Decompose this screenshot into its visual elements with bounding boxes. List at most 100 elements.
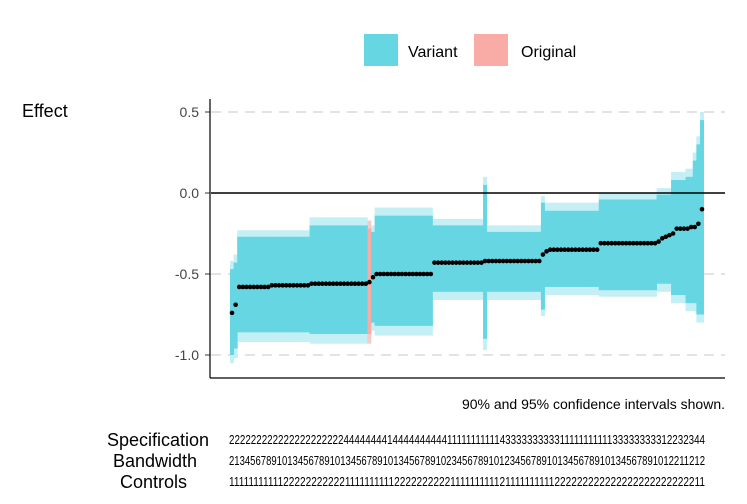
ci90-band-68 [475,225,480,292]
estimate-point-86 [540,252,546,257]
ci90-band-10 [266,236,271,333]
spec-row-values-specification: 2222222222222222222224444444414444444444… [229,432,705,447]
estimate-point-34 [352,281,358,287]
estimate-point-81 [522,258,528,264]
ci90-band-26 [323,225,329,334]
ci90-band-28 [331,225,336,334]
ci90-band-56 [432,225,437,292]
estimate-point-11 [269,283,275,288]
estimate-point-107 [616,240,622,246]
estimate-point-101 [594,247,600,252]
legend-swatch-original [474,34,508,66]
estimate-point-71 [486,258,491,264]
estimate-point-58 [439,260,444,265]
estimate-point-40 [374,271,379,277]
estimate-point-52 [417,271,423,277]
estimate-point-45 [392,271,397,277]
estimate-point-37 [363,281,369,287]
estimate-point-73 [493,258,499,264]
ci90-bands [229,120,705,355]
estimate-point-32 [345,281,350,287]
estimate-point-63 [457,260,463,265]
ci90-band-36 [360,225,365,334]
estimate-point-27 [327,281,332,287]
ci90-band-48 [403,215,408,326]
estimate-point-64 [461,260,466,265]
ci90-band-43 [385,215,390,326]
estimate-point-95 [573,247,578,252]
estimate-point-114 [641,240,647,246]
y-tick-label-1: 0.0 [180,185,200,201]
estimate-point-29 [334,281,340,287]
estimate-point-130 [699,206,705,212]
ci90-band-57 [436,225,441,292]
ci90-band-59 [443,225,448,292]
ci90-band-2 [237,236,242,333]
ci90-band-24 [316,225,321,334]
estimate-point-22 [309,281,314,287]
ci90-band-47 [399,215,404,326]
ci90-band-30 [338,225,343,334]
caption: 90% and 95% confidence intervals shown. [462,396,725,412]
estimate-point-24 [316,281,322,287]
estimate-point-85 [537,258,542,264]
estimate-point-124 [678,226,683,231]
ci90-band-42 [381,215,386,326]
estimate-point-77 [508,258,513,264]
ci90-band-23 [313,225,318,334]
legend-swatch-variant [364,34,398,66]
estimate-point-0 [229,310,235,316]
ci90-band-67 [472,225,477,292]
estimate-point-18 [294,283,300,288]
estimate-point-100 [591,247,596,252]
estimate-point-30 [338,281,343,287]
ci90-band-45 [392,215,397,326]
estimate-point-74 [497,258,502,264]
estimate-point-103 [602,240,607,246]
estimate-point-126 [685,226,690,231]
spec-row-label-controls: Controls [120,472,187,492]
estimate-point-82 [526,258,531,264]
estimate-point-98 [584,247,589,252]
estimate-point-99 [587,247,593,252]
estimate-point-128 [692,224,698,230]
estimate-point-67 [471,260,477,265]
ci90-band-60 [446,225,451,292]
estimate-point-21 [305,283,311,288]
estimate-point-69 [479,260,484,265]
estimate-point-56 [432,260,437,265]
estimate-point-4 [244,284,249,290]
estimate-point-72 [490,258,495,264]
estimate-point-115 [645,240,651,246]
estimate-point-83 [529,258,535,264]
y-axis-label: Effect [22,101,68,121]
ci90-band-129 [696,144,701,315]
y-tick-label-3: -1.0 [175,347,199,363]
ci90-band-8 [258,236,263,333]
estimate-point-66 [468,260,473,265]
estimate-point-19 [298,283,303,288]
estimate-point-7 [255,284,260,290]
estimate-point-13 [276,283,282,288]
estimate-point-65 [464,260,470,265]
ci90-band-25 [320,225,325,334]
estimate-point-16 [287,283,293,288]
estimate-point-84 [533,258,538,264]
ci90-band-34 [352,225,357,334]
ci90-band-40 [374,215,379,326]
estimate-point-97 [580,247,585,252]
ci90-band-124 [678,180,683,296]
ci90-band-32 [345,225,350,334]
ci90-band-5 [248,236,253,333]
estimate-point-44 [388,271,394,277]
estimate-point-51 [414,271,419,277]
estimate-point-89 [551,247,557,252]
ci90-band-54 [425,215,430,326]
ci90-band-121 [667,194,672,284]
ci90-band-6 [251,236,256,333]
estimate-point-25 [320,281,325,287]
ci90-band-126 [685,176,690,304]
estimate-point-20 [302,283,307,288]
ci90-band-87 [544,210,549,287]
ci90-band-35 [356,225,361,334]
